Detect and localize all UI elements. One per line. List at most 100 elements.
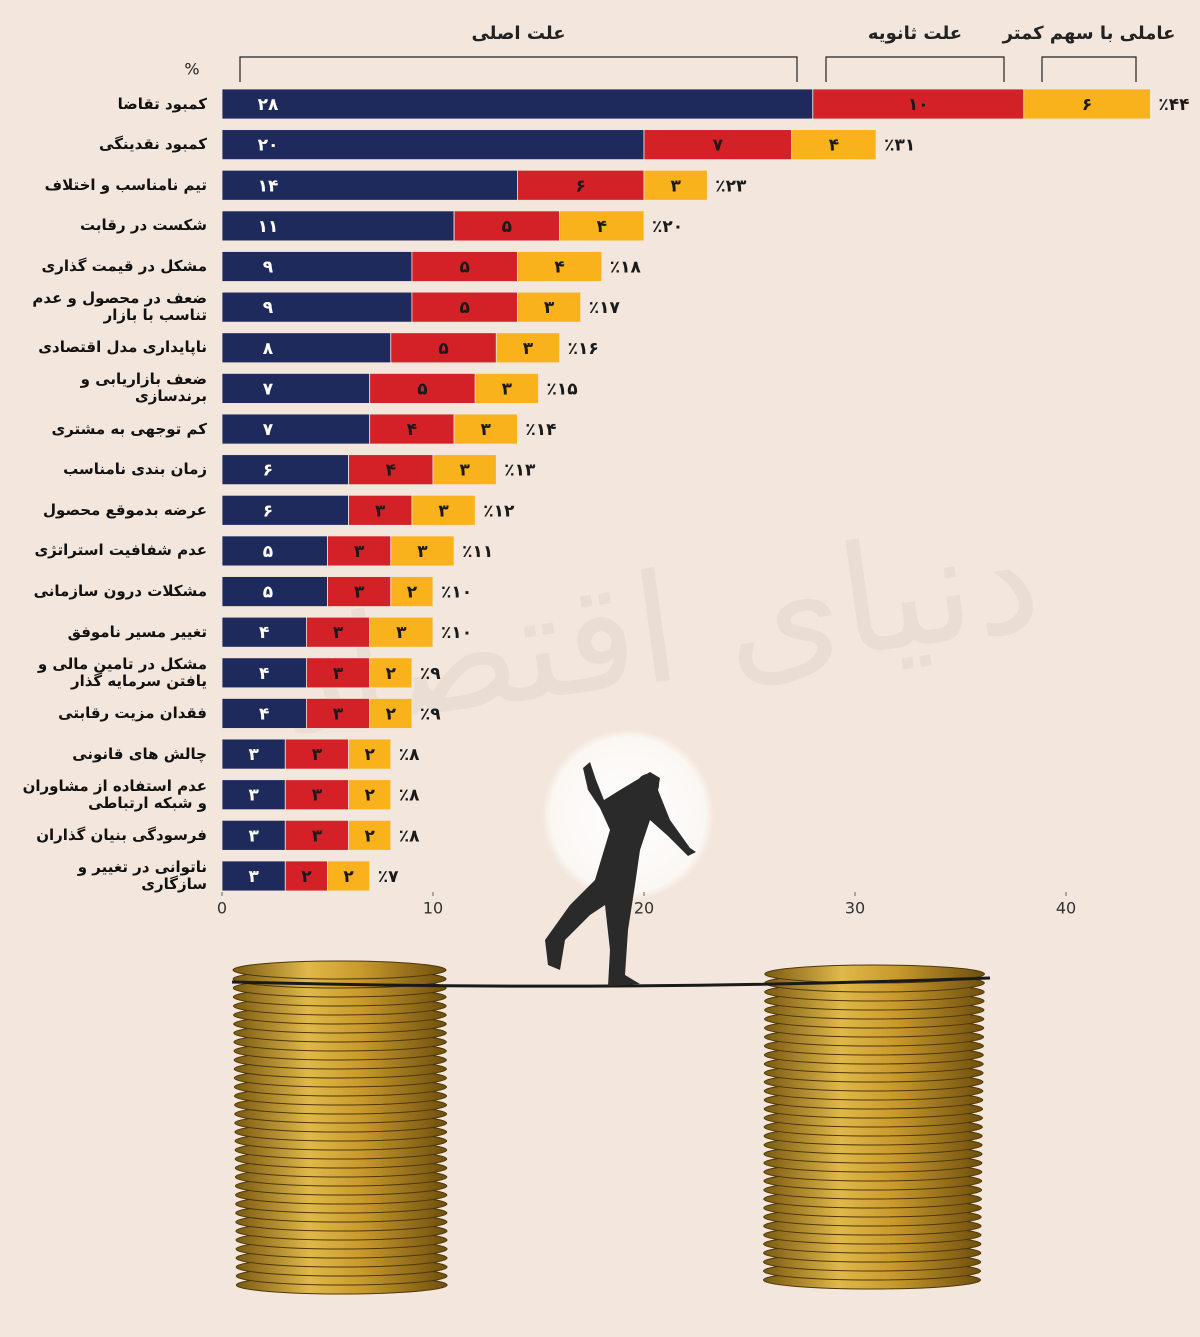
bar-segment (474, 373, 539, 404)
total-label: ٪۲۰ (652, 217, 683, 237)
value-label: ۵ (263, 542, 273, 562)
value-label: ۳ (333, 623, 344, 643)
bar-segment (221, 576, 328, 607)
value-label: ۱۱ (258, 217, 279, 237)
total-label: ٪۱۱ (462, 542, 493, 562)
bar-segment (221, 332, 392, 364)
value-label: ۴ (259, 623, 269, 643)
total-label: ٪۱۵ (547, 379, 578, 399)
bar-segment (221, 454, 349, 486)
value-label: ۵ (459, 298, 469, 318)
bar-segment (390, 332, 497, 364)
value-label: ۳ (459, 461, 470, 481)
value-label: ۳ (481, 420, 492, 440)
category-label: چالش های قانونی (72, 744, 207, 763)
value-label: ۳ (670, 176, 681, 196)
value-label: ۳ (396, 623, 407, 643)
value-label: ۳ (312, 745, 323, 765)
value-label: ۲ (365, 786, 376, 806)
bar-segment (559, 210, 645, 242)
total-label: ٪۱۳ (504, 461, 536, 481)
total-label: ٪۱۸ (610, 258, 642, 278)
value-label: ۳ (354, 583, 365, 603)
value-label: ۳ (333, 704, 344, 724)
total-label: ٪۴۴ (1158, 95, 1189, 115)
walker-head (637, 774, 659, 796)
bar-segment (348, 454, 434, 486)
value-label: ۳ (312, 786, 323, 806)
value-label: ۶ (576, 176, 586, 196)
category-label: عرضه بدموقع محصول (43, 500, 207, 519)
illustration (232, 960, 985, 1295)
bar-segment (348, 819, 392, 851)
bar-segment (348, 738, 392, 770)
value-label: ۴ (597, 217, 607, 237)
value-label: ۶ (263, 501, 273, 521)
bar-segment (327, 535, 392, 567)
value-label: ۳ (248, 745, 259, 765)
bar-segment (221, 291, 413, 323)
category-label: مشکل در قیمت گذاری (41, 257, 207, 276)
bar-segment (221, 413, 371, 445)
category-label: مشکلات درون سازمانی (33, 582, 207, 601)
value-label: ۳ (438, 501, 449, 521)
value-label: ۳ (544, 298, 555, 318)
value-label: ۲۸ (258, 95, 279, 115)
total-label: ٪۸ (399, 786, 420, 806)
total-label: ٪۱۴ (525, 420, 556, 440)
category-label: تیم نامناسب و اختلاف (44, 175, 207, 194)
legend-label: علت اصلی (471, 23, 565, 44)
x-tick-label: 20 (634, 899, 654, 918)
bar-segment (221, 129, 645, 161)
bar-segment (432, 454, 497, 486)
bar-segment (221, 535, 328, 567)
tightrope-walker (545, 762, 696, 986)
value-label: ۹ (263, 298, 274, 318)
total-label: ٪۹ (420, 704, 441, 724)
bar-segment (327, 860, 371, 892)
value-label: ۵ (417, 379, 427, 399)
value-label: ۵ (263, 583, 273, 603)
bar-segment (221, 616, 307, 648)
bar-segment (221, 251, 413, 282)
bar-segment (221, 738, 286, 770)
legend-label: علت ثانویه (868, 23, 962, 44)
category-label: ضعف بازاریابی و برندسازی (80, 370, 207, 406)
category-label: کمبود تقاضا (117, 94, 207, 113)
value-label: ۲۰ (258, 136, 279, 156)
bar-segment (369, 413, 455, 445)
value-label: ۳ (333, 664, 344, 684)
value-label: ۴ (554, 258, 564, 278)
value-label: ۸ (263, 339, 274, 359)
bar-segment (284, 779, 349, 811)
bar-segment (1023, 88, 1151, 120)
value-label: ۱۰ (908, 95, 929, 115)
bar-segment (411, 251, 518, 282)
bar-segment (411, 291, 518, 323)
total-label: ٪۱۷ (589, 298, 621, 318)
legend-bracket (1041, 56, 1137, 82)
value-label: ۵ (502, 217, 512, 237)
bar-segment (221, 779, 286, 811)
value-label: ۷ (263, 379, 274, 399)
x-tick-label: 10 (423, 899, 443, 918)
x-tick-label: 40 (1056, 899, 1076, 918)
bar-segment (221, 88, 814, 120)
bar-segment (812, 88, 1025, 120)
category-label: فقدان مزیت رقابتی (58, 703, 207, 722)
category-label: ضعف در محصول و عدم تناسب با بازار (32, 289, 207, 325)
category-label: ناتوانی در تغییر و سازگاری (77, 857, 207, 893)
bar-segment (369, 698, 413, 729)
bar-segment (305, 698, 371, 729)
bar-segment (643, 129, 793, 161)
bar-segment (495, 332, 560, 364)
category-label: تغییر مسیر ناموفق (67, 622, 207, 641)
legend-bracket (239, 56, 798, 82)
value-label: ۴ (829, 136, 839, 156)
category-label: فرسودگی بنیان گذاران (36, 825, 207, 844)
bar-segment (791, 129, 877, 161)
total-label: ٪۸ (399, 826, 420, 846)
value-label: ۳ (312, 826, 323, 846)
